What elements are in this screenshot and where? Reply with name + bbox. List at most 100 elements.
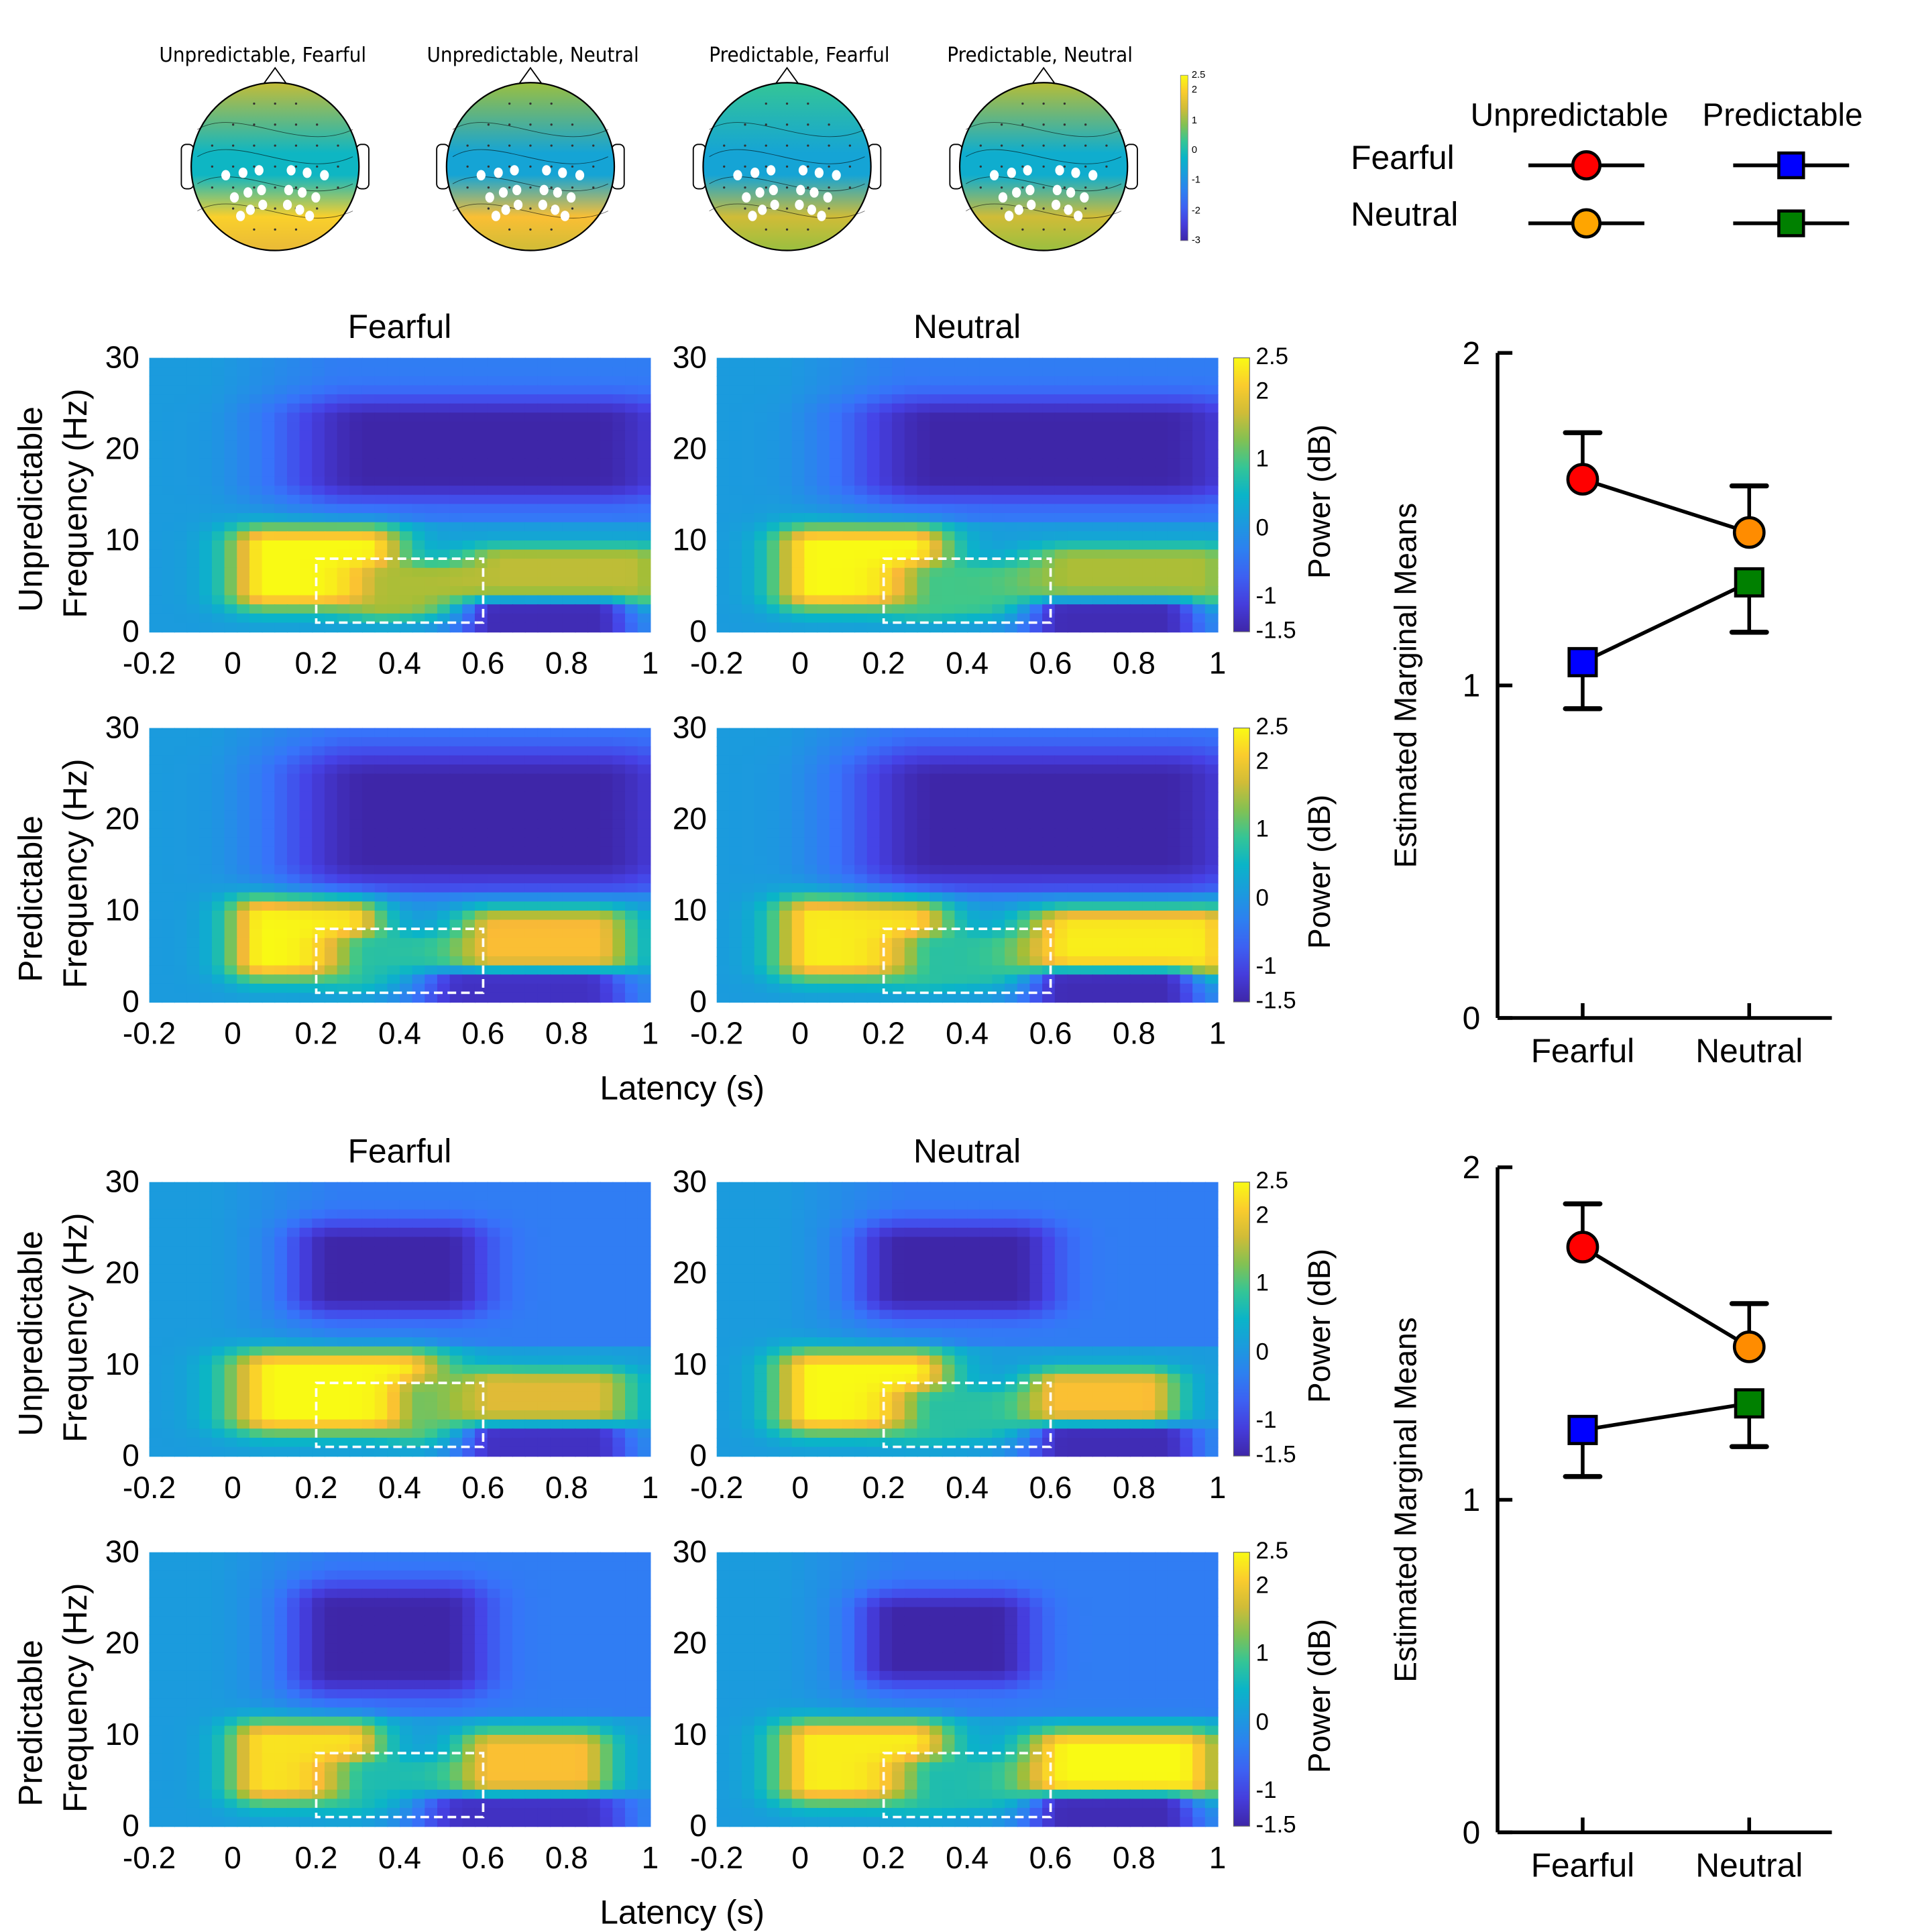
heatmap-cell: [512, 911, 526, 921]
heatmap-cell: [199, 856, 213, 866]
heatmap-cell: [742, 874, 755, 884]
heatmap-cell: [1080, 783, 1093, 793]
heatmap-cell: [575, 376, 588, 386]
heatmap-cell: [717, 385, 730, 395]
heatmap-cell: [475, 801, 488, 811]
heatmap-cell: [512, 604, 526, 614]
heatmap-cell: [249, 737, 263, 747]
heatmap-cell: [550, 728, 563, 738]
y-axis-label: Estimated Marginal Means: [1388, 1317, 1423, 1682]
heatmap-cell: [500, 531, 513, 541]
heatmap-cell: [312, 992, 325, 1003]
heatmap-cell: [1155, 819, 1168, 830]
heatmap-cell: [967, 531, 980, 541]
heatmap-cell: [1155, 568, 1168, 578]
heatmap-cell: [779, 893, 793, 903]
heatmap-cell: [500, 856, 513, 866]
heatmap-cell: [225, 531, 238, 541]
heatmap-cell: [500, 911, 513, 921]
heatmap-cell: [362, 531, 376, 541]
heatmap-cell: [1029, 792, 1043, 802]
heatmap-cell: [225, 376, 238, 386]
heatmap-cell: [287, 595, 300, 606]
heatmap-cell: [967, 911, 980, 921]
heatmap-cell: [792, 929, 805, 939]
heatmap-cell: [792, 920, 805, 930]
heatmap-cell: [212, 522, 225, 532]
heatmap-cell: [1117, 929, 1131, 939]
heatmap-cell: [842, 522, 855, 532]
heatmap-cell: [638, 810, 651, 820]
heatmap-cell: [387, 966, 400, 976]
heatmap-cell: [1117, 568, 1131, 578]
heatmap-cell: [475, 956, 488, 966]
heatmap-cell: [362, 586, 376, 596]
heatmap-cell: [225, 595, 238, 606]
heatmap-cell: [1180, 404, 1193, 414]
heatmap-cell: [638, 504, 651, 514]
x-tick-label: 1: [1209, 646, 1227, 682]
heatmap-cell: [905, 874, 918, 884]
heatmap-cell: [249, 604, 263, 614]
heatmap-cell: [174, 974, 188, 984]
heatmap-cell: [917, 792, 930, 802]
heatmap-cell: [249, 622, 263, 632]
heatmap-cell: [1142, 431, 1156, 441]
heatmap-cell: [174, 764, 188, 775]
heatmap-cell: [992, 504, 1005, 514]
heatmap-cell: [1205, 929, 1219, 939]
heatmap-cell: [199, 737, 213, 747]
heatmap-cell: [375, 486, 388, 496]
heatmap-cell: [817, 522, 830, 532]
heatmap-cell: [1067, 810, 1080, 820]
heatmap-cell: [905, 947, 918, 957]
heatmap-cell: [450, 358, 463, 368]
heatmap-cell: [512, 819, 526, 830]
heatmap-cell: [362, 929, 376, 939]
heatmap-cell: [1155, 577, 1168, 587]
heatmap-cell: [300, 513, 313, 523]
heatmap-cell: [249, 764, 263, 775]
heatmap-cell: [587, 577, 601, 587]
heatmap-cell: [1180, 577, 1193, 587]
heatmap-cell: [1055, 486, 1068, 496]
heatmap-cell: [729, 774, 742, 784]
heatmap-cell: [212, 737, 225, 747]
heatmap-cell: [1105, 819, 1118, 830]
heatmap-cell: [563, 486, 576, 496]
heatmap-cell: [550, 504, 563, 514]
heatmap-cell: [337, 755, 351, 765]
heatmap-cell: [600, 929, 614, 939]
heatmap-cell: [867, 847, 881, 857]
heatmap-cell: [1168, 947, 1181, 957]
heatmap-cell: [1105, 901, 1118, 911]
heatmap-cell: [625, 449, 638, 459]
heatmap-cell: [1067, 901, 1080, 911]
heatmap-cell: [262, 737, 276, 747]
y-tick-label: 10: [105, 893, 139, 929]
heatmap-cell: [287, 865, 300, 875]
heatmap-cell: [867, 622, 881, 632]
heatmap-cell: [980, 449, 993, 459]
heatmap-cell: [450, 783, 463, 793]
heatmap-cell: [779, 495, 793, 505]
heatmap-cell: [600, 828, 614, 838]
heatmap-cell: [1117, 614, 1131, 624]
highlighted-electrode: [539, 200, 547, 210]
heatmap-cell: [237, 801, 250, 811]
heatmap-cell: [312, 746, 325, 756]
heatmap-cell: [387, 522, 400, 532]
heatmap-cell: [274, 495, 288, 505]
heatmap-cell: [830, 911, 843, 921]
heatmap-cell: [587, 394, 601, 404]
heatmap-cell: [249, 550, 263, 560]
heatmap-cell: [512, 513, 526, 523]
heatmap-cell: [337, 486, 351, 496]
heatmap-cell: [412, 746, 426, 756]
heatmap-cell: [412, 385, 426, 395]
heatmap-cell: [954, 828, 968, 838]
heatmap-cell: [488, 929, 501, 939]
heatmap-cell: [992, 495, 1005, 505]
heatmap-cell: [717, 495, 730, 505]
heatmap-cell: [892, 559, 905, 569]
